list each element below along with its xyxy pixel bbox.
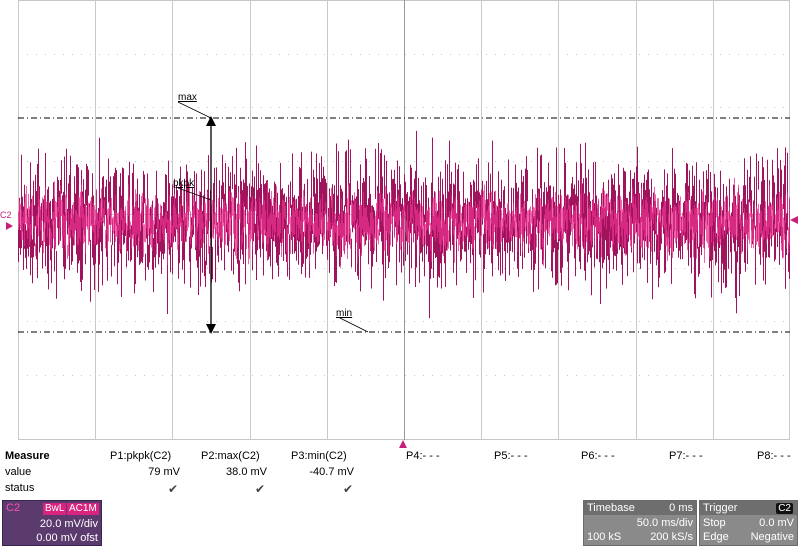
measure-table[interactable]: Measure P1:pkpk(C2) P2:max(C2) P3:min(C2…: [0, 450, 800, 498]
trigger-mode: Stop: [703, 517, 726, 529]
waveform-display[interactable]: max pkpk min: [18, 0, 790, 440]
param-name[interactable]: P8:- - -: [757, 450, 791, 462]
vertical-offset: 0.00 mV ofst: [36, 532, 98, 544]
measure-title: Measure: [5, 450, 50, 462]
status-row-label: status: [5, 482, 35, 494]
measurement-cursors: max pkpk min: [18, 92, 790, 334]
measure-value-row: value 79 mV 38.0 mV -40.7 mV: [0, 466, 800, 482]
timebase-delay: 0 ms: [669, 502, 693, 514]
trigger-level: 0.0 mV: [759, 517, 794, 529]
trigger-title: Trigger: [703, 502, 738, 514]
trigger-type: Edge: [703, 531, 729, 543]
measure-status-row: status ✔ ✔ ✔: [0, 482, 800, 498]
param-name[interactable]: P3:min(C2): [291, 450, 347, 462]
trigger-slope: Negative: [750, 531, 794, 543]
check-icon: ✔: [254, 482, 265, 496]
param-name[interactable]: P7:- - -: [669, 450, 703, 462]
value-row-label: value: [5, 466, 32, 478]
timebase-title: Timebase: [587, 502, 635, 514]
trigger-source-badge: C2: [776, 503, 793, 514]
vertical-scale: 20.0 mV/div: [39, 518, 98, 530]
check-icon: ✔: [167, 482, 178, 496]
channel-label: C2: [6, 502, 21, 514]
param-name[interactable]: P1:pkpk(C2): [110, 450, 172, 462]
timebase-scale: 50.0 ms/div: [636, 517, 693, 529]
arrow-left-icon[interactable]: [790, 216, 798, 224]
check-icon: ✔: [342, 482, 353, 496]
measure-header-row: Measure P1:pkpk(C2) P2:max(C2) P3:min(C2…: [0, 450, 800, 466]
coupling-badge: AC1M: [67, 503, 99, 515]
pkpk-arrow-down: [206, 324, 216, 334]
min-cursor-label: min: [336, 308, 352, 319]
param-value: 79 mV: [148, 466, 180, 478]
trigger-position-icon[interactable]: [399, 440, 407, 448]
channel-c2-descriptor[interactable]: C2 BwL AC1M 20.0 mV/div 0.00 mV ofst: [2, 500, 102, 546]
param-value: -40.7 mV: [309, 466, 354, 478]
timebase-descriptor[interactable]: Timebase 0 ms 50.0 ms/div 100 kS 200 kS/…: [583, 500, 697, 546]
pkpk-cursor-label: pkpk: [173, 178, 195, 189]
bandwidth-limit-badge: BwL: [43, 503, 67, 515]
max-cursor-label: max: [178, 92, 197, 103]
param-name[interactable]: P6:- - -: [581, 450, 615, 462]
timebase-rate: 200 kS/s: [650, 531, 693, 543]
channel-c2-trace: [18, 130, 790, 319]
channel-c2-offset-marker[interactable]: C2: [0, 210, 13, 230]
pkpk-arrow-up: [206, 116, 216, 126]
timebase-samples: 100 kS: [587, 531, 622, 543]
param-value: 38.0 mV: [226, 466, 267, 478]
trigger-descriptor[interactable]: Trigger C2 Stop 0.0 mV Edge Negative: [699, 500, 798, 546]
param-name[interactable]: P2:max(C2): [201, 450, 260, 462]
arrow-right-icon: [6, 222, 13, 230]
param-name[interactable]: P5:- - -: [494, 450, 528, 462]
param-name[interactable]: P4:- - -: [406, 450, 440, 462]
channel-c2-marker-label: C2: [0, 210, 12, 220]
